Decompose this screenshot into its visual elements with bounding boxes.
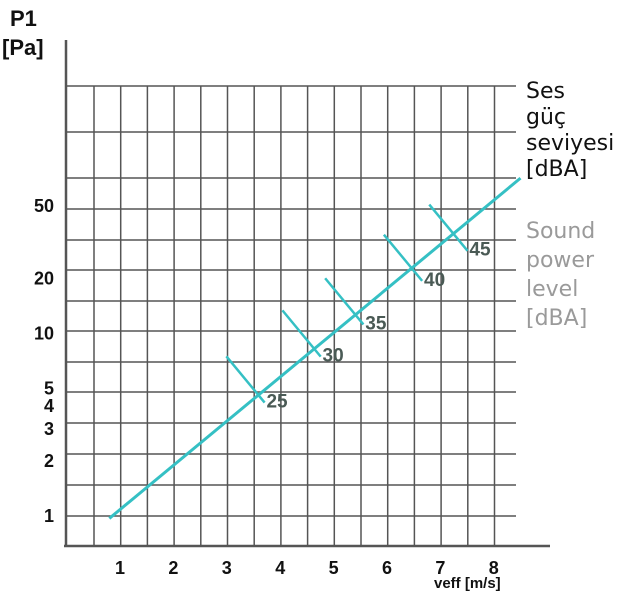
y-tick-label: 2 <box>44 451 54 471</box>
sound-level-label: 45 <box>469 240 491 261</box>
legend-english-line: Sound <box>526 219 595 244</box>
x-tick-label: 1 <box>115 558 125 578</box>
sound-level-mark <box>428 203 469 252</box>
y-tick-label: 3 <box>44 419 54 439</box>
legend-english-line: [dBA] <box>526 306 587 331</box>
axes <box>64 40 550 548</box>
x-tick-label: 3 <box>222 558 232 578</box>
sound-level-mark <box>281 309 322 358</box>
legend-english-line: power <box>526 248 595 273</box>
y-tick-label: 50 <box>34 196 54 216</box>
y-tick-label: 10 <box>34 324 54 344</box>
y-tick-label: 1 <box>44 506 54 526</box>
y-axis-title-line-1: P1 <box>10 6 37 31</box>
y-tick-label: 5 <box>44 378 54 398</box>
sound-level-mark <box>324 277 365 326</box>
grid <box>66 85 516 546</box>
sound-level-label: 30 <box>323 346 344 367</box>
x-tick-label: 8 <box>489 558 499 578</box>
x-tick-label: 6 <box>382 558 392 578</box>
y-tick-label: 4 <box>44 396 54 416</box>
sound-level-marks: 25 30 35 40 45 <box>225 203 491 412</box>
y-axis-title-line-2: [Pa] <box>2 35 44 60</box>
legend-turkish-line: seviyesi <box>526 131 614 156</box>
sound-level-mark <box>382 233 424 282</box>
legend-turkish-line: güç <box>526 105 566 130</box>
x-axis-title: veff [m/s] <box>434 575 501 592</box>
x-tick-label: 7 <box>435 558 445 578</box>
y-tick-label: 20 <box>34 269 54 289</box>
x-tick-label: 2 <box>168 558 178 578</box>
x-tick-labels: 1 2 3 4 5 6 7 8 <box>115 558 499 578</box>
legend-english: Sound power level [dBA] <box>526 219 595 331</box>
legend-turkish-line: [dBA] <box>526 157 587 182</box>
sound-level-label: 40 <box>424 270 445 291</box>
sound-level-mark <box>225 355 266 404</box>
x-tick-label: 4 <box>275 558 285 578</box>
sound-level-label: 35 <box>365 313 387 334</box>
sound-level-label: 25 <box>266 391 288 412</box>
y-tick-labels: 1 2 3 45 10 20 50 <box>34 196 54 526</box>
y-axis-title: P1 [Pa] <box>2 6 44 60</box>
legend-turkish-line: Ses <box>526 79 565 104</box>
x-tick-label: 5 <box>329 558 339 578</box>
legend-english-line: level <box>526 277 578 302</box>
